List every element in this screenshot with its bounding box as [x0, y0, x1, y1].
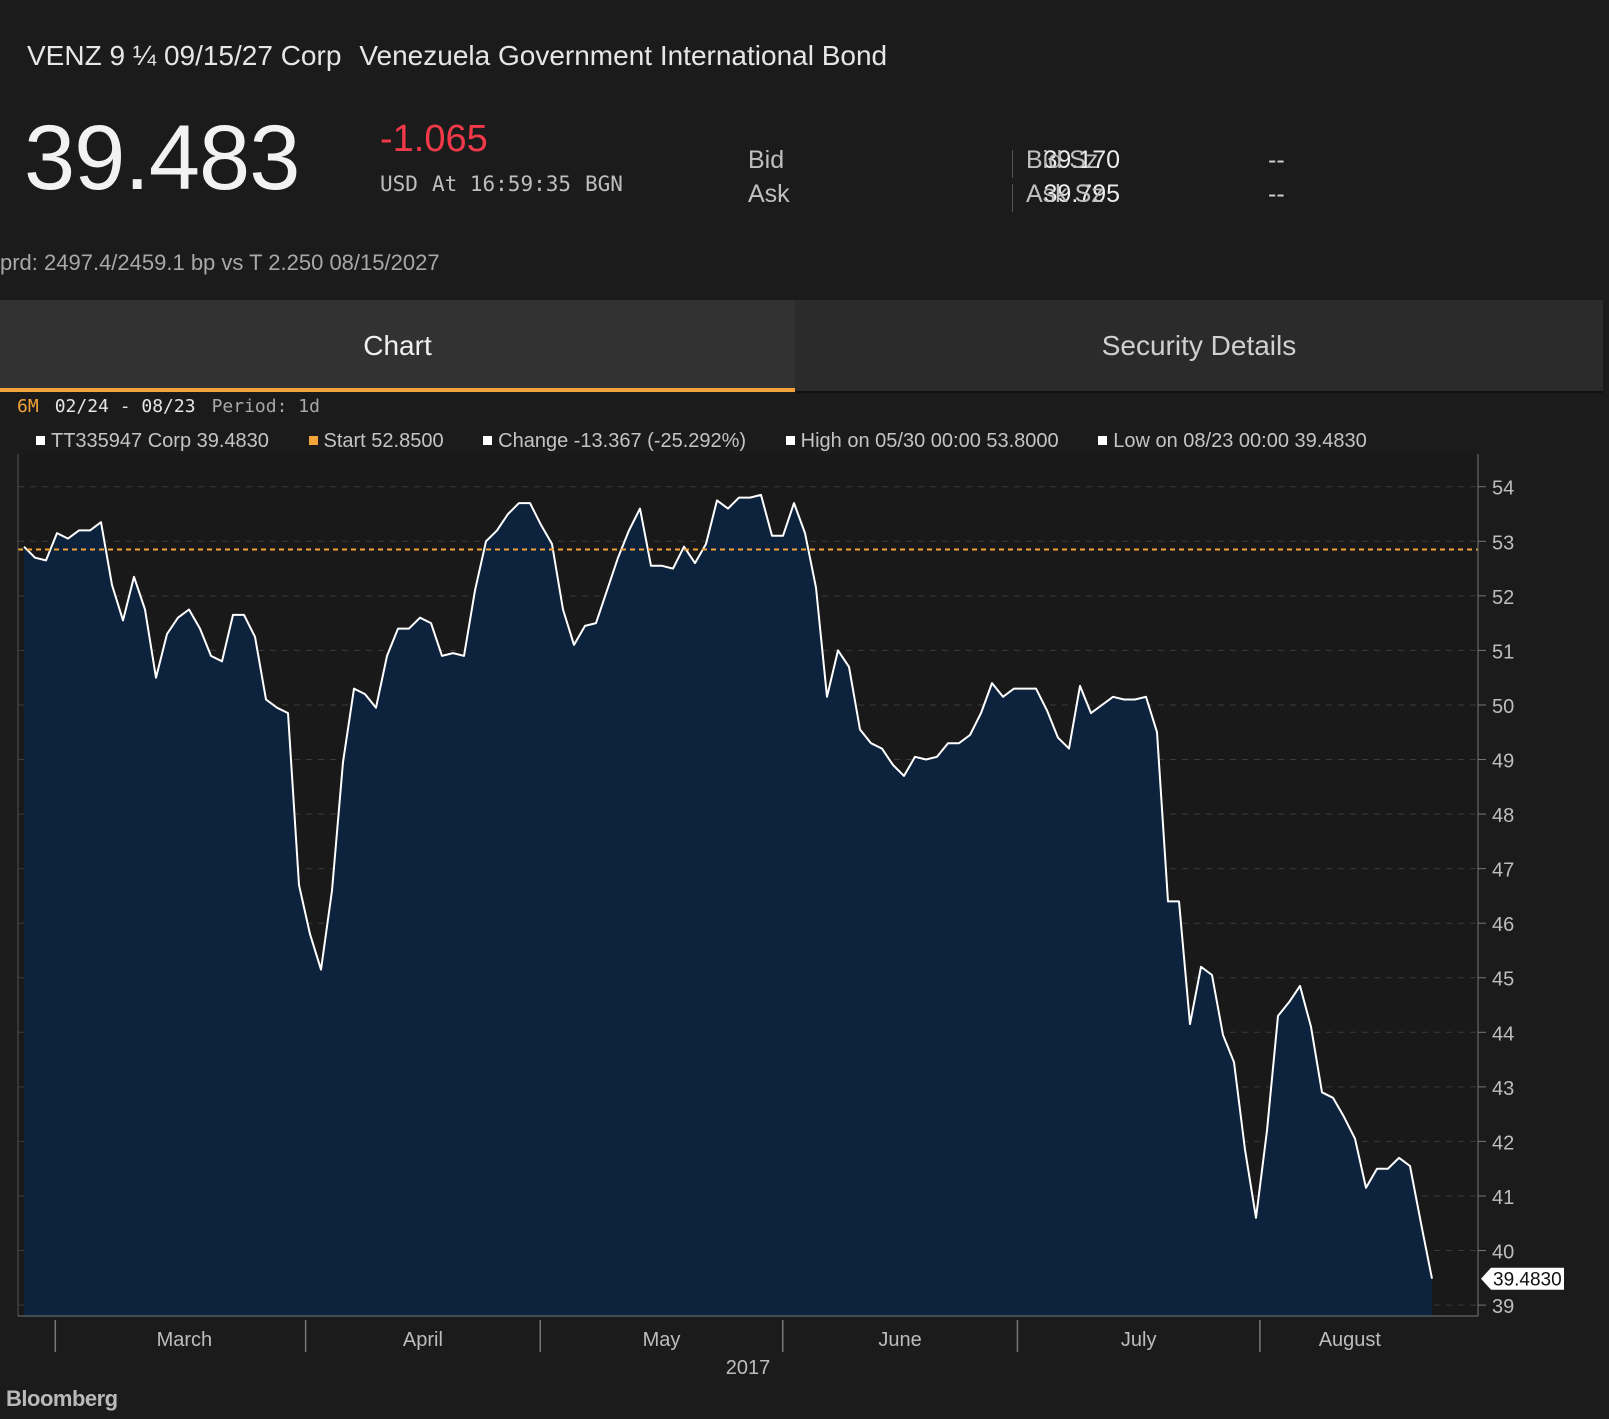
bid-value: 39.170 — [1043, 146, 1120, 174]
period-selector[interactable]: Period: 1d — [211, 396, 320, 417]
divider — [1012, 150, 1013, 178]
ask-size-label: Ask Sz — [1026, 180, 1104, 208]
tab-bar: Chart Security Details — [0, 300, 1603, 392]
y-tick-label: 54 — [1492, 478, 1514, 500]
security-name: Venezuela Government International Bond — [359, 40, 888, 71]
legend-swatch — [36, 436, 45, 445]
legend-label: Start 52.8500 — [323, 430, 444, 452]
y-tick-label: 42 — [1492, 1132, 1514, 1154]
y-tick-label: 51 — [1492, 641, 1514, 663]
legend-swatch — [308, 436, 318, 445]
ticker: VENZ 9 ¼ 09/15/27 Corp — [27, 40, 342, 71]
price-change: -1.065 — [380, 118, 488, 160]
legend-item-low: Low on 08/23 00:00 39.4830 — [1098, 430, 1367, 453]
chart-controls: 6M 02/24 - 08/23 Period: 1d — [17, 396, 320, 417]
quote-meta: USD At 16:59:35 BGN — [380, 172, 637, 196]
y-tick-label: 49 — [1492, 751, 1514, 773]
legend-label: Change -13.367 (-25.292%) — [498, 430, 747, 452]
divider — [1012, 184, 1013, 212]
legend-swatch — [483, 436, 493, 445]
legend-item-change: Change -13.367 (-25.292%) — [483, 430, 746, 453]
y-tick-label: 50 — [1492, 696, 1514, 718]
bid-label: Bid — [748, 146, 785, 174]
spread-info: prd: 2497.4/2459.1 bp vs T 2.250 08/15/2… — [0, 250, 440, 275]
ask-label: Ask — [748, 180, 790, 208]
bid-size-value: -- — [1268, 146, 1285, 174]
legend-label: TT335947 Corp 39.4830 — [51, 430, 269, 452]
x-tick-label: August — [1319, 1329, 1382, 1351]
legend-label: Low on 08/23 00:00 39.4830 — [1113, 430, 1367, 452]
tab-divider — [795, 391, 1603, 393]
ask-row: Ask 39.795 Ask Sz -- — [748, 180, 1308, 214]
bid-row: Bid 39.170 Bid Sz -- — [748, 146, 1308, 180]
ask-value: 39.795 — [1043, 180, 1120, 208]
bloomberg-logo: Bloomberg — [6, 1386, 118, 1411]
last-value-label: 39.4830 — [1493, 1270, 1562, 1291]
ask-size-value: -- — [1268, 180, 1285, 208]
y-tick-label: 48 — [1492, 805, 1514, 827]
y-tick-label: 43 — [1492, 1078, 1514, 1100]
range-selector[interactable]: 6M — [17, 396, 39, 417]
x-tick-label: June — [878, 1329, 921, 1351]
x-tick-label: July — [1121, 1329, 1157, 1351]
y-tick-label: 44 — [1492, 1023, 1514, 1045]
bid-ask-panel: Bid 39.170 Bid Sz -- Ask 39.795 Ask Sz -… — [748, 146, 1308, 214]
y-tick-label: 52 — [1492, 587, 1514, 609]
y-tick-label: 45 — [1492, 969, 1514, 991]
date-range[interactable]: 02/24 - 08/23 — [54, 396, 196, 417]
y-tick-label: 46 — [1492, 914, 1514, 936]
pricing-source: BGN — [585, 172, 623, 196]
price-chart[interactable]: 39 40 41 42 43 44 45 46 47 48 49 50 51 52 53 54 39.4830 M… — [0, 440, 1609, 1380]
x-tick-label: May — [643, 1329, 681, 1351]
year-label: 2017 — [726, 1357, 771, 1379]
y-tick-label: 47 — [1492, 860, 1514, 882]
legend-swatch — [785, 436, 795, 445]
security-title: VENZ 9 ¼ 09/15/27 Corp Venezuela Governme… — [27, 40, 887, 72]
y-tick-label: 40 — [1492, 1242, 1514, 1264]
price-line — [23, 493, 1433, 1279]
last-value-tag — [1481, 1267, 1564, 1290]
chart-legend: TT335947 Corp 39.4830 Start 52.8500 Chan… — [36, 430, 1401, 453]
y-tick-label: 41 — [1492, 1187, 1514, 1209]
quote-time: At 16:59:35 — [431, 172, 572, 196]
bid-size-label: Bid Sz — [1026, 146, 1099, 174]
legend-item-last: TT335947 Corp 39.4830 — [36, 430, 269, 453]
x-tick-label: April — [403, 1329, 443, 1351]
last-price: 39.483 — [24, 107, 300, 209]
currency: USD — [380, 172, 418, 196]
tab-chart[interactable]: Chart — [0, 300, 795, 392]
tab-security-details[interactable]: Security Details — [1101, 330, 1297, 361]
legend-swatch — [1098, 436, 1108, 445]
legend-label: High on 05/30 00:00 53.8000 — [800, 430, 1059, 452]
legend-item-high: High on 05/30 00:00 53.8000 — [785, 430, 1059, 453]
price-area — [24, 494, 1432, 1316]
y-tick-label: 39 — [1492, 1296, 1514, 1318]
legend-item-start: Start 52.8500 — [308, 430, 444, 453]
y-tick-label: 53 — [1492, 532, 1514, 554]
x-tick-label: March — [157, 1329, 213, 1351]
